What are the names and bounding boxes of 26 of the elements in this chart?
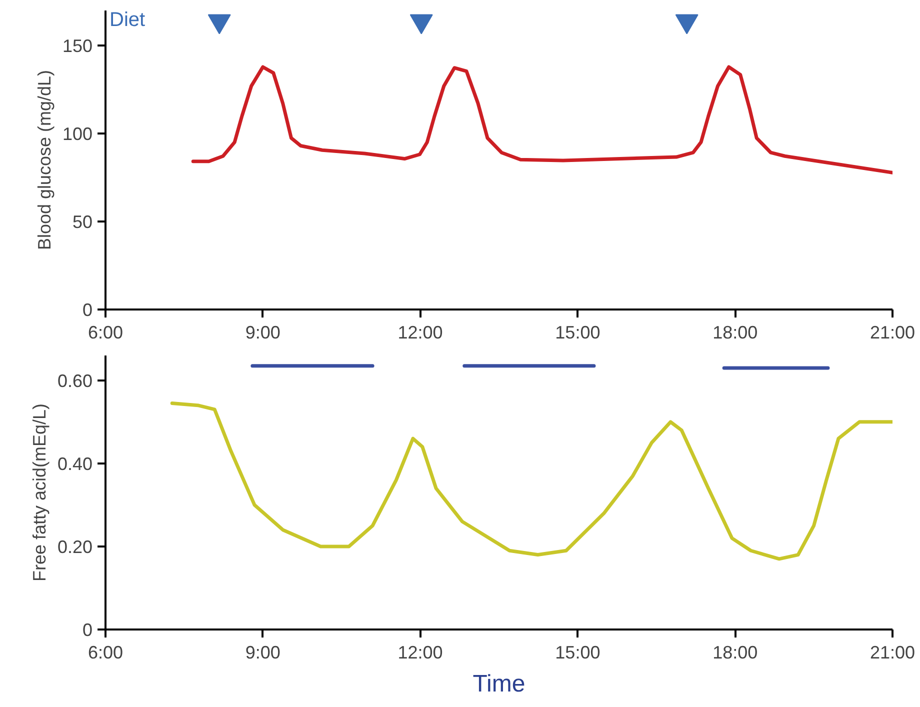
x-tick-label: 18:00 (712, 642, 758, 662)
y-tick-label: 0.40 (57, 454, 93, 474)
line-series (170, 401, 892, 561)
y-tick-label: 100 (62, 124, 93, 144)
x-tick-label: 21:00 (870, 322, 916, 342)
y-axis-title: Free fatty acid(mEq/L) (29, 403, 50, 582)
y-tick-label: 0.60 (57, 370, 93, 391)
line-series (191, 65, 892, 174)
x-tick-label: 21:00 (870, 642, 916, 662)
x-tick-label: 15:00 (555, 642, 600, 662)
x-tick-label: 9:00 (245, 642, 280, 662)
y-axis-title: Blood glucose (mg/dL) (34, 70, 54, 250)
x-axis-title: Time (472, 670, 526, 698)
x-tick-label: 15:00 (555, 322, 600, 342)
x-tick-label: 18:00 (712, 322, 758, 342)
y-tick-label: 0 (82, 300, 93, 320)
y-tick-label: 0.20 (57, 536, 93, 557)
x-tick-label: 6:00 (88, 642, 124, 662)
x-tick-label: 6:00 (88, 322, 124, 342)
y-tick-label: 50 (72, 212, 93, 232)
text: Diet (110, 9, 146, 32)
x-tick-label: 9:00 (245, 322, 280, 342)
x-tick-label: 12:00 (398, 642, 443, 662)
y-tick-label: 0 (82, 620, 93, 640)
y-tick-label: 150 (62, 36, 93, 56)
x-tick-label: 12:00 (398, 322, 443, 342)
